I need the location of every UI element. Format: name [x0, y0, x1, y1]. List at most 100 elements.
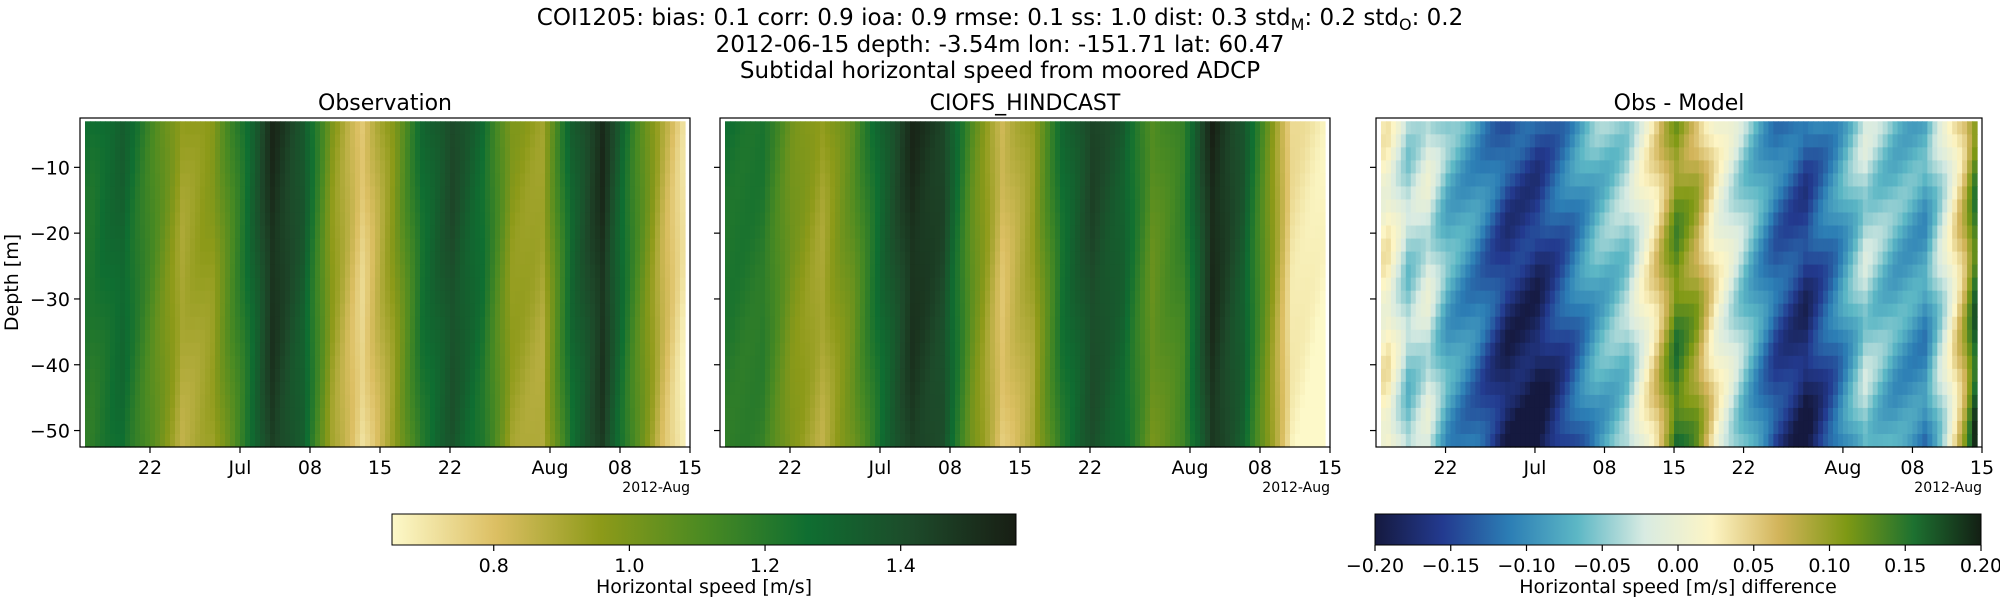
heatmap-cell — [350, 160, 356, 175]
heatmap-cell — [575, 277, 581, 292]
heatmap-cell — [875, 407, 881, 422]
heatmap-cell — [390, 225, 396, 240]
heatmap-cell — [570, 277, 576, 292]
heatmap-cell — [850, 290, 856, 305]
heatmap-cell — [615, 394, 621, 409]
heatmap-cell — [535, 290, 541, 305]
heatmap-cell — [815, 173, 821, 188]
heatmap-cell — [910, 433, 916, 448]
heatmap-cell — [210, 147, 216, 161]
heatmap-cell — [580, 251, 586, 266]
heatmap-cell — [645, 381, 651, 396]
heatmap-cell — [790, 303, 796, 318]
heatmap-cell — [910, 134, 916, 148]
heatmap-cell — [865, 238, 871, 253]
heatmap-cell — [295, 407, 301, 422]
heatmap-cell — [935, 407, 941, 422]
heatmap-cell — [795, 212, 801, 227]
heatmap-cell — [1035, 186, 1041, 201]
heatmap-cell — [220, 433, 226, 448]
heatmap-cell — [410, 199, 416, 214]
heatmap-cell — [635, 329, 641, 344]
heatmap-cell — [500, 277, 506, 292]
heatmap-cell — [1070, 420, 1076, 435]
heatmap-cell — [450, 342, 456, 357]
heatmap-cell — [1045, 290, 1051, 305]
heatmap-cell — [850, 264, 856, 279]
heatmap-cell — [230, 407, 236, 422]
heatmap-cell — [780, 277, 786, 292]
heatmap-cell — [1025, 394, 1031, 409]
heatmap-cell — [1065, 199, 1071, 214]
heatmap-cell — [790, 420, 796, 435]
heatmap-cell — [580, 368, 586, 383]
heatmap-cell — [220, 342, 226, 357]
heatmap-cell — [665, 160, 671, 175]
heatmap-cell — [295, 160, 301, 175]
heatmap-cell — [90, 329, 96, 344]
heatmap-cell — [340, 342, 346, 357]
heatmap-cell — [500, 147, 506, 161]
heatmap-cell — [170, 368, 176, 383]
heatmap-cell — [1040, 199, 1046, 214]
heatmap-cell — [950, 238, 956, 253]
heatmap-cell — [350, 368, 356, 383]
heatmap-cell — [155, 173, 161, 188]
heatmap-cell — [365, 134, 371, 148]
heatmap-cell — [495, 238, 501, 253]
heatmap-cell — [935, 303, 941, 318]
heatmap-cell — [575, 238, 581, 253]
heatmap-cell — [440, 186, 446, 201]
heatmap-cell — [1040, 212, 1046, 227]
heatmap-cell — [1100, 368, 1106, 383]
heatmap-cell — [315, 147, 321, 161]
heatmap-cell — [870, 173, 876, 188]
heatmap-cell — [565, 342, 571, 357]
heatmap-cell — [145, 407, 151, 422]
heatmap-cell — [930, 316, 936, 331]
heatmap-cell — [670, 225, 676, 240]
heatmap-cell — [215, 199, 221, 214]
heatmap-cell — [350, 329, 356, 344]
heatmap-cell — [885, 264, 891, 279]
heatmap-cell — [785, 394, 791, 409]
heatmap-cell — [95, 329, 101, 344]
heatmap-cell — [860, 277, 866, 292]
heatmap-cell — [845, 316, 851, 331]
heatmap-cell — [525, 212, 531, 227]
heatmap-cell — [810, 342, 816, 357]
heatmap-cell — [855, 368, 861, 383]
heatmap-cell — [655, 381, 661, 396]
heatmap-cell — [915, 407, 921, 422]
heatmap-cell — [1075, 433, 1081, 448]
heatmap-cell — [1065, 225, 1071, 240]
heatmap-cell — [985, 407, 991, 422]
heatmap-cell — [430, 290, 436, 305]
heatmap-cell — [445, 173, 451, 188]
heatmap-cell — [150, 212, 156, 227]
heatmap-cell — [115, 147, 121, 161]
heatmap-cell — [460, 160, 466, 175]
heatmap-cell — [850, 342, 856, 357]
heatmap-cell — [610, 264, 616, 279]
heatmap-cell — [170, 160, 176, 175]
heatmap-cell — [535, 329, 541, 344]
heatmap-cell — [1005, 355, 1011, 370]
heatmap-cell — [235, 342, 241, 357]
heatmap-cell — [200, 290, 206, 305]
heatmap-cell — [255, 225, 261, 240]
heatmap-cell — [535, 394, 541, 409]
heatmap-cell — [660, 212, 666, 227]
heatmap-cell — [595, 433, 601, 448]
heatmap-cell — [285, 147, 291, 161]
heatmap-cell — [955, 225, 961, 240]
heatmap-cell — [160, 264, 166, 279]
heatmap-cell — [180, 121, 186, 135]
heatmap-cell — [285, 433, 291, 448]
heatmap-cell — [530, 160, 536, 175]
heatmap-cell — [1015, 329, 1021, 344]
heatmap-cell — [1110, 186, 1116, 201]
heatmap-cell — [455, 329, 461, 344]
heatmap-cell — [120, 134, 126, 148]
heatmap-cell — [505, 212, 511, 227]
